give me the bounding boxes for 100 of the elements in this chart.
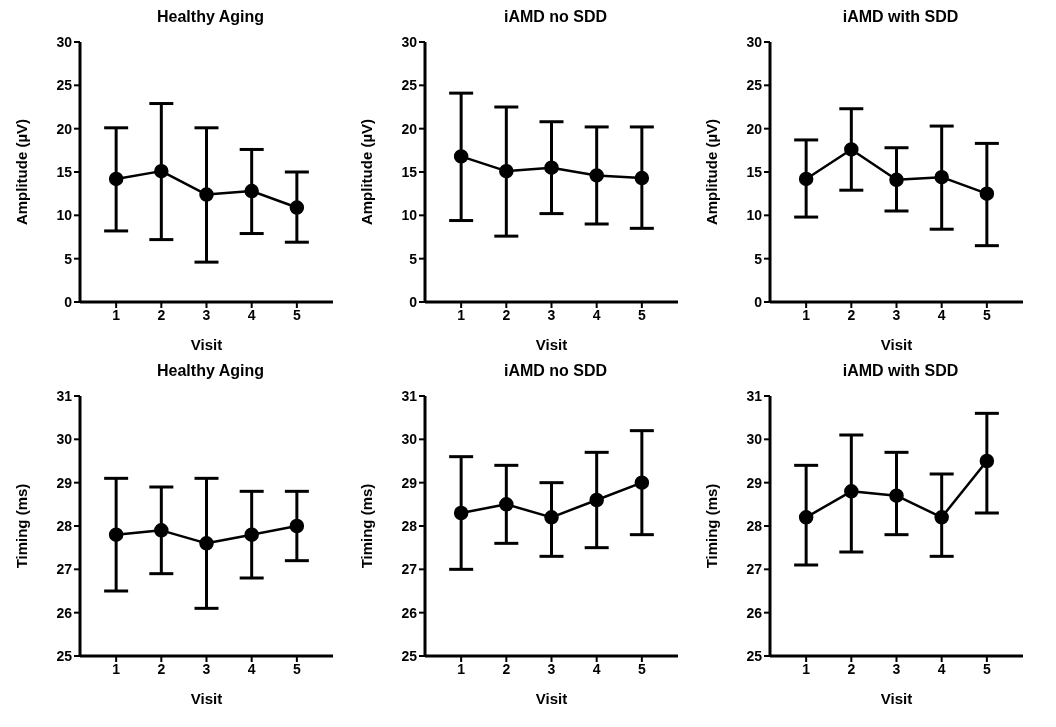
y-tick-label: 5 <box>409 250 418 267</box>
chart-title: Healthy Aging <box>156 362 265 381</box>
y-tick-label: 15 <box>56 163 73 180</box>
y-tick-label: 28 <box>746 517 763 534</box>
y-tick-label: 0 <box>754 293 763 310</box>
y-tick-label: 30 <box>56 33 73 50</box>
y-tick-label: 30 <box>401 33 418 50</box>
point <box>453 149 469 164</box>
point <box>544 160 559 175</box>
point <box>289 518 305 534</box>
point <box>844 484 859 499</box>
x-tick-label: 5 <box>637 660 646 677</box>
x-axis-title: Visit <box>535 690 568 707</box>
y-tick-label: 28 <box>401 517 418 534</box>
y-tick-label: 25 <box>401 647 418 664</box>
point <box>544 510 559 525</box>
point <box>154 523 169 538</box>
x-tick-label: 5 <box>982 306 991 323</box>
point <box>979 186 995 201</box>
y-tick-label: 5 <box>754 250 763 267</box>
point <box>979 453 995 469</box>
y-tick-label: 0 <box>64 293 73 310</box>
y-tick-label: 27 <box>401 561 418 578</box>
chart-title: Healthy Aging <box>156 8 265 27</box>
point <box>199 187 214 202</box>
y-tick-label: 20 <box>746 120 763 137</box>
x-axis-title: Visit <box>190 336 223 353</box>
y-axis-title: Timing (ms) <box>703 483 721 569</box>
x-tick-label: 5 <box>292 306 301 323</box>
y-tick-label: 5 <box>64 250 73 267</box>
x-tick-label: 2 <box>502 660 511 677</box>
point <box>154 163 169 179</box>
x-tick-label: 3 <box>892 306 901 323</box>
point <box>199 536 214 551</box>
y-tick-label: 27 <box>56 561 73 578</box>
y-tick-label: 25 <box>746 647 763 664</box>
y-tick-label: 0 <box>409 293 418 310</box>
point <box>589 492 604 508</box>
point <box>289 200 305 215</box>
point <box>934 510 949 525</box>
y-axis-title: Timing (ms) <box>358 483 376 569</box>
x-tick-label: 1 <box>457 660 466 677</box>
chart-title: iAMD with SDD <box>841 8 960 27</box>
point <box>634 170 650 186</box>
point <box>798 510 814 525</box>
point <box>453 505 469 521</box>
y-tick-label: 26 <box>56 604 73 621</box>
y-tick-label: 25 <box>401 77 418 94</box>
point <box>634 475 650 490</box>
x-tick-label: 5 <box>637 306 646 323</box>
y-tick-label: 26 <box>401 604 418 621</box>
point <box>889 488 904 503</box>
x-axis-title: Visit <box>535 336 568 353</box>
x-tick-label: 4 <box>247 660 256 677</box>
x-tick-label: 2 <box>502 306 511 323</box>
y-tick-label: 31 <box>56 387 73 404</box>
y-tick-label: 25 <box>746 77 763 94</box>
point <box>108 527 124 542</box>
point <box>499 163 514 179</box>
point <box>934 169 949 185</box>
y-tick-label: 30 <box>746 431 763 448</box>
y-tick-label: 31 <box>401 387 418 404</box>
chart-title: iAMD with SDD <box>841 362 960 381</box>
x-tick-label: 4 <box>592 306 601 323</box>
y-tick-label: 29 <box>401 474 418 491</box>
y-tick-label: 15 <box>401 163 418 180</box>
y-tick-label: 30 <box>746 33 763 50</box>
x-tick-label: 5 <box>982 660 991 677</box>
y-tick-label: 30 <box>401 431 418 448</box>
y-tick-label: 25 <box>56 647 73 664</box>
x-tick-label: 3 <box>547 660 556 677</box>
chart-title: iAMD no SDD <box>502 362 609 381</box>
y-tick-label: 28 <box>56 517 73 534</box>
point <box>844 142 859 157</box>
y-tick-label: 29 <box>56 474 73 491</box>
x-tick-label: 1 <box>802 660 811 677</box>
point <box>108 171 124 187</box>
x-tick-label: 4 <box>592 660 601 677</box>
y-tick-label: 10 <box>401 207 418 224</box>
x-axis-title: Visit <box>880 336 913 353</box>
x-tick-label: 3 <box>202 306 211 323</box>
chart-title: iAMD no SDD <box>502 8 609 27</box>
y-tick-label: 30 <box>56 431 73 448</box>
point <box>244 183 259 199</box>
x-tick-label: 1 <box>802 306 811 323</box>
x-tick-label: 2 <box>847 660 856 677</box>
x-tick-label: 3 <box>547 306 556 323</box>
x-tick-label: 2 <box>157 660 166 677</box>
x-tick-label: 1 <box>112 660 121 677</box>
y-tick-label: 10 <box>56 207 73 224</box>
y-tick-label: 26 <box>746 604 763 621</box>
y-tick-label: 10 <box>746 207 763 224</box>
y-tick-label: 31 <box>746 387 763 404</box>
x-axis-title: Visit <box>190 690 223 707</box>
y-axis-title: Amplitude (µV) <box>13 118 31 226</box>
x-tick-label: 5 <box>292 660 301 677</box>
y-axis-title: Timing (ms) <box>13 483 31 569</box>
y-tick-label: 15 <box>746 163 763 180</box>
point <box>244 527 259 542</box>
x-axis-title: Visit <box>880 690 913 707</box>
